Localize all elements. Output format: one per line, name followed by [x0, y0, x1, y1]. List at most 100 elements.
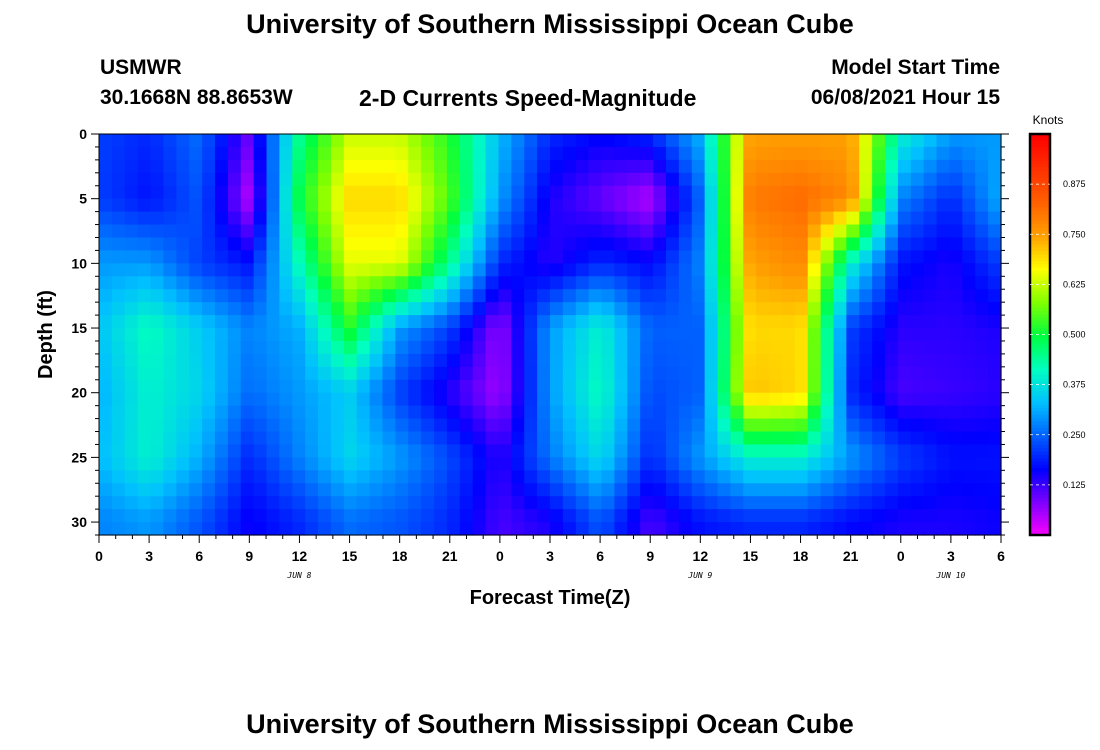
- heatmap-cell: [962, 366, 976, 381]
- heatmap-cell: [936, 289, 951, 303]
- heatmap-cell: [266, 211, 280, 226]
- heatmap-cell: [343, 211, 358, 226]
- heatmap-cell: [292, 289, 306, 303]
- heatmap-cell: [485, 366, 500, 381]
- heatmap-cell: [885, 509, 899, 523]
- heatmap-cell: [343, 470, 358, 484]
- heatmap-cell: [717, 405, 731, 420]
- heatmap-cell: [885, 405, 899, 420]
- heatmap-cell: [627, 146, 641, 161]
- heatmap-cell: [511, 211, 525, 226]
- heatmap-cell: [653, 496, 667, 510]
- heatmap-cell: [498, 405, 512, 420]
- heatmap-cell: [601, 237, 616, 252]
- heatmap-cell: [382, 457, 396, 471]
- heatmap-cell: [434, 146, 448, 161]
- heatmap-cell: [794, 172, 809, 187]
- heatmap-cell: [498, 328, 512, 342]
- heatmap-cell: [859, 522, 873, 536]
- heatmap-cell: [124, 302, 139, 316]
- heatmap-cell: [756, 302, 770, 316]
- heatmap-cell: [807, 276, 822, 290]
- heatmap-cell: [769, 444, 783, 458]
- heatmap-cell: [446, 496, 461, 510]
- heatmap-cell: [382, 250, 396, 264]
- heatmap-cell: [846, 366, 860, 381]
- heatmap-cell: [601, 134, 616, 148]
- heatmap-cell: [511, 431, 525, 446]
- heatmap-cell: [910, 444, 925, 458]
- heatmap-cell: [395, 250, 409, 264]
- heatmap-cell: [949, 185, 963, 200]
- heatmap-cell: [537, 134, 551, 148]
- heatmap-cell: [99, 172, 113, 187]
- heatmap-cell: [253, 431, 268, 446]
- heatmap-cell: [601, 289, 616, 303]
- heatmap-cell: [846, 392, 860, 407]
- colorbar-swatch: [1030, 311, 1050, 316]
- heatmap-cell: [408, 224, 422, 239]
- heatmap-cell: [305, 224, 319, 239]
- heatmap-cell: [653, 276, 667, 290]
- heatmap-cell: [562, 444, 577, 458]
- heatmap-cell: [382, 237, 396, 252]
- heatmap-cell: [653, 250, 667, 264]
- heatmap-cell: [897, 444, 912, 458]
- heatmap-cell: [318, 172, 332, 187]
- heatmap-cell: [111, 198, 126, 213]
- heatmap-cell: [678, 522, 693, 536]
- heatmap-cell: [485, 315, 500, 329]
- heatmap-cell: [434, 444, 448, 458]
- heatmap-cell: [704, 392, 719, 407]
- heatmap-cell: [949, 146, 963, 161]
- heatmap-cell: [446, 328, 461, 342]
- heatmap-cell: [704, 405, 719, 420]
- heatmap-cell: [562, 522, 577, 536]
- heatmap-cell: [511, 509, 525, 523]
- heatmap-cell: [408, 522, 422, 536]
- station-coords: 30.1668N 88.8653W: [100, 86, 293, 109]
- heatmap-cell: [279, 328, 293, 342]
- heatmap-cell: [305, 457, 319, 471]
- heatmap-cell: [988, 263, 1002, 277]
- heatmap-cell: [794, 483, 809, 497]
- heatmap-cell: [923, 379, 938, 394]
- heatmap-cell: [137, 224, 152, 239]
- heatmap-cell: [936, 250, 951, 264]
- heatmap-cell: [240, 224, 255, 239]
- heatmap-cell: [446, 418, 461, 433]
- heatmap-cell: [691, 328, 706, 342]
- heatmap-cell: [756, 418, 770, 433]
- heatmap-cell: [124, 340, 139, 355]
- heatmap-cell: [730, 172, 744, 187]
- heatmap-cell: [665, 159, 680, 174]
- heatmap-cell: [137, 522, 152, 536]
- heatmap-cell: [99, 483, 113, 497]
- y-tick-label: 20: [71, 385, 87, 401]
- heatmap-cell: [885, 146, 899, 161]
- heatmap-cell: [343, 146, 358, 161]
- heatmap-cell: [730, 224, 744, 239]
- heatmap-cell: [653, 522, 667, 536]
- heatmap-cell: [936, 172, 951, 187]
- heatmap-cell: [369, 185, 384, 200]
- heatmap-cell: [163, 418, 177, 433]
- heatmap-cell: [498, 392, 512, 407]
- heatmap-cell: [395, 405, 409, 420]
- heatmap-cell: [266, 483, 280, 497]
- heatmap-cell: [833, 134, 847, 148]
- heatmap-cell: [163, 224, 177, 239]
- heatmap-cell: [781, 134, 796, 148]
- heatmap-cell: [923, 431, 938, 446]
- heatmap-cell: [356, 392, 371, 407]
- heatmap-cell: [820, 146, 835, 161]
- heatmap-cell: [678, 159, 693, 174]
- heatmap-cell: [717, 134, 731, 148]
- heatmap-cell: [756, 315, 770, 329]
- heatmap-cell: [99, 276, 113, 290]
- heatmap-cell: [472, 522, 487, 536]
- heatmap-cell: [305, 379, 319, 394]
- heatmap-cell: [756, 146, 770, 161]
- heatmap-cell: [781, 328, 796, 342]
- heatmap-cell: [124, 237, 139, 252]
